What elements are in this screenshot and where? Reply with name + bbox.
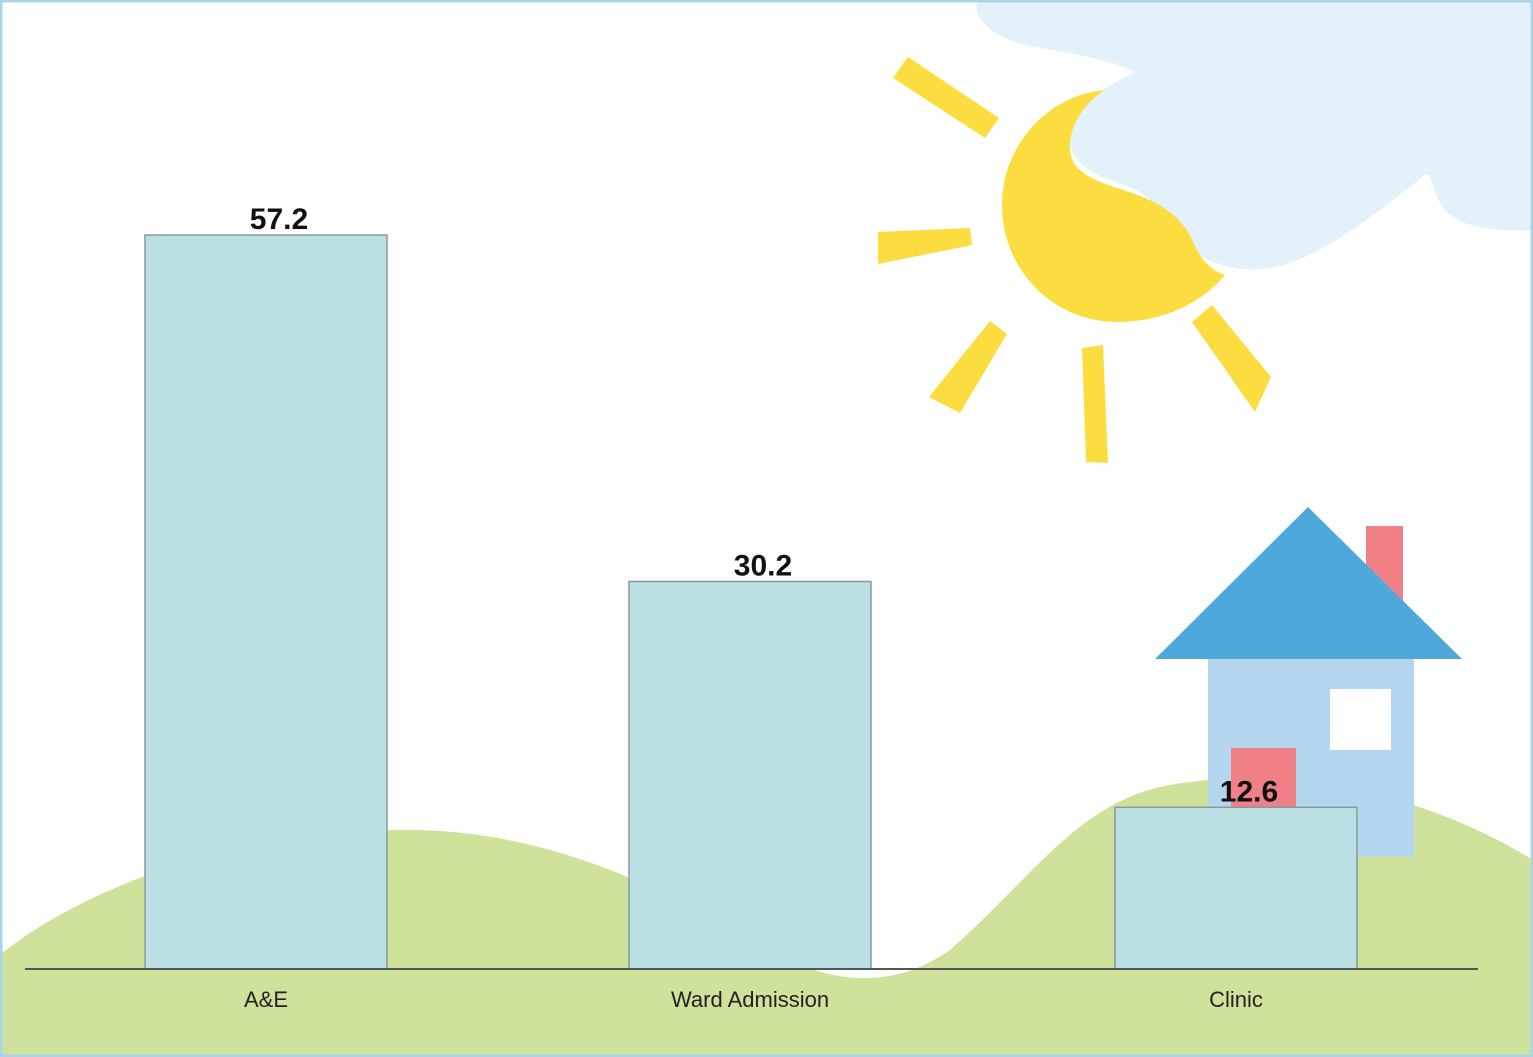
sun-icon (878, 57, 1271, 463)
bars-group (144, 234, 1358, 970)
x-tick-label-a-e: A&E (244, 987, 288, 1012)
data-label-clinic: 12.6 (1220, 775, 1278, 808)
bar-clinic (1114, 806, 1358, 970)
data-label-ward-admission: 30.2 (734, 549, 792, 582)
bar-ward-admission (628, 580, 872, 970)
bar-a-e (144, 234, 388, 970)
x-tick-label-ward-admission: Ward Admission (671, 987, 829, 1012)
x-tick-label-clinic: Clinic (1209, 987, 1263, 1012)
data-labels-group: 57.2 30.2 12.6 (250, 203, 1278, 808)
x-tick-labels-group: A&E Ward Admission Clinic (244, 987, 1263, 1012)
data-label-a-e: 57.2 (250, 203, 308, 236)
cloud-icon (976, 0, 1533, 270)
